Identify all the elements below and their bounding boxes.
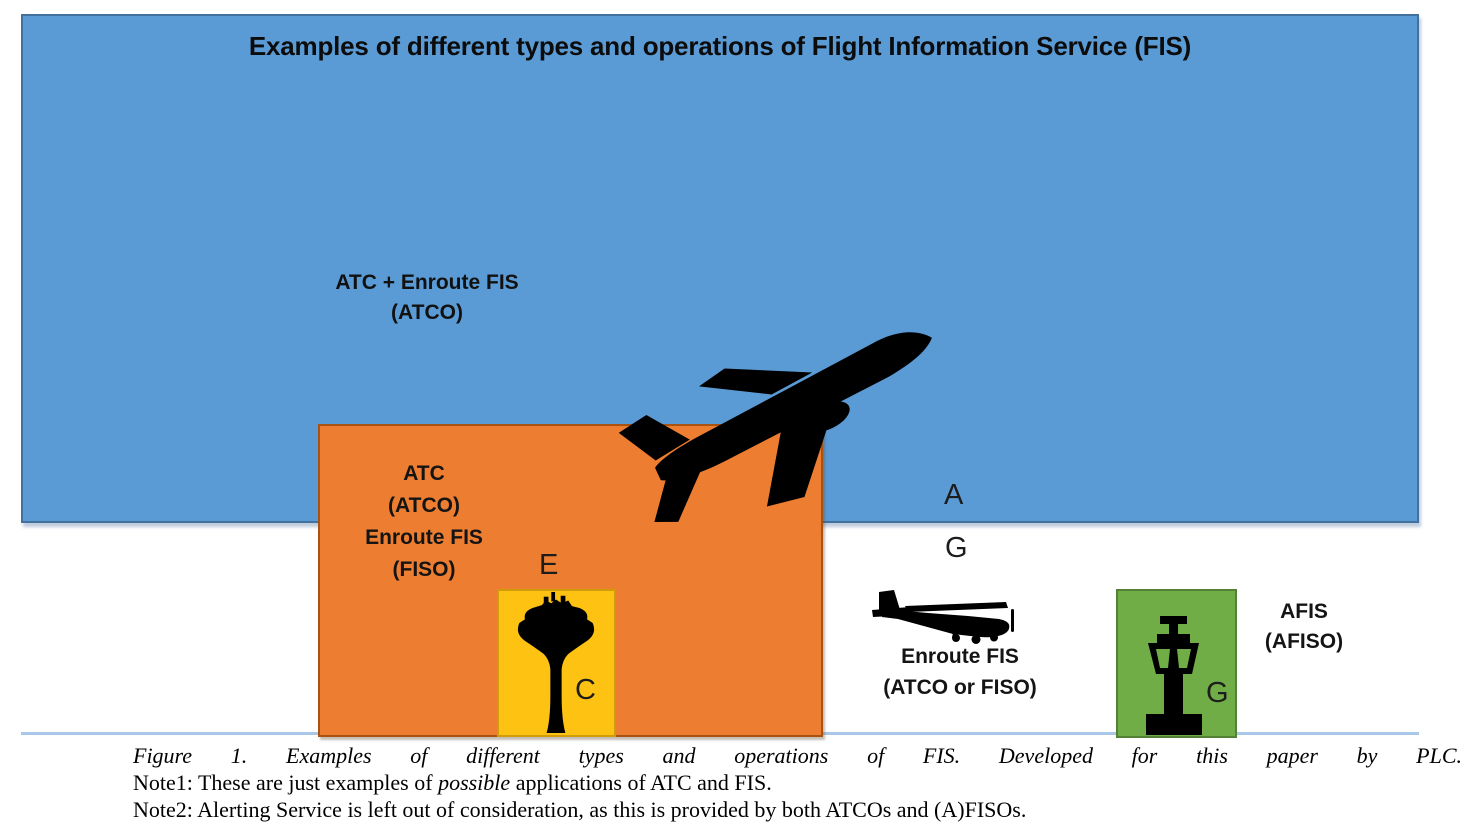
figure-caption: Figure 1. Examples of different types an… <box>133 742 1462 823</box>
orange-zone-label-line2: (ATCO) <box>388 494 460 517</box>
blue-zone-label: ATC + Enroute FIS (ATCO) <box>282 268 572 328</box>
afis-label-line2: (AFISO) <box>1264 630 1344 653</box>
orange-zone-label-line1: ATC <box>403 462 445 485</box>
figure-caption-note2: Note2: Alerting Service is left out of c… <box>133 797 1027 822</box>
note1-italic-word: possible <box>438 770 511 795</box>
figure-caption-line1: Figure 1. Examples of different types an… <box>133 743 1462 768</box>
light-aircraft-icon <box>872 590 1014 644</box>
afis-label-line1: AFIS <box>1280 600 1328 623</box>
enroute-fis-label: Enroute FIS (ATCO or FISO) <box>858 641 1062 703</box>
jet-airplane-icon <box>618 332 932 523</box>
airspace-class-c: C <box>575 674 596 706</box>
orange-zone-label-line4: (FISO) <box>392 558 456 581</box>
blue-zone-label-line1: ATC + Enroute FIS <box>335 271 519 294</box>
airspace-class-a: A <box>944 479 964 511</box>
orange-zone-label-line3: Enroute FIS <box>365 526 483 549</box>
orange-zone-label: ATC (ATCO) Enroute FIS (FISO) <box>324 458 524 586</box>
airspace-class-g: G <box>945 532 968 564</box>
afis-tower-icon <box>1146 616 1202 735</box>
note1-prefix: Note1: These are just examples of <box>133 770 439 795</box>
airspace-class-g-afis: G <box>1206 677 1229 709</box>
afis-label: AFIS (AFISO) <box>1247 597 1361 657</box>
figure-caption-note1: Note1: These are just examples of possib… <box>133 769 1462 796</box>
figure-title: Examples of different types and operatio… <box>248 31 1192 61</box>
control-tower-icon <box>517 592 595 733</box>
blue-zone-label-line2: (ATCO) <box>391 301 463 324</box>
enroute-fis-label-line1: Enroute FIS <box>901 645 1019 668</box>
enroute-fis-label-line2: (ATCO or FISO) <box>883 676 1037 699</box>
note1-suffix: applications of ATC and FIS. <box>510 770 772 795</box>
airspace-class-e: E <box>539 549 559 581</box>
